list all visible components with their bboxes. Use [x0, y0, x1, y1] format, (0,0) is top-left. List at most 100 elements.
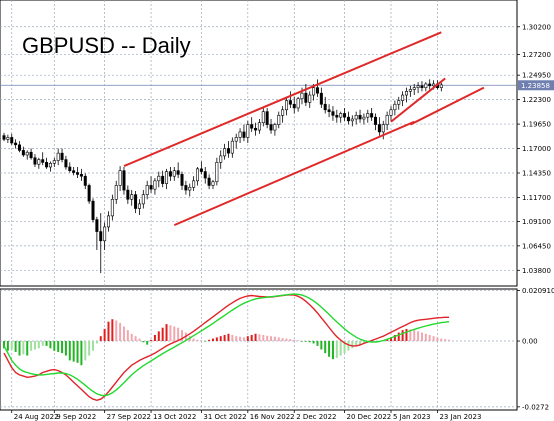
- bullish-candle-body: [114, 185, 118, 200]
- macd-histogram-bar: [231, 334, 234, 342]
- bullish-candle-body: [424, 83, 428, 88]
- price-tick-label: 1.11700: [522, 194, 551, 202]
- candle: [265, 107, 269, 129]
- macd-histogram-bar: [258, 334, 261, 342]
- macd-histogram-bar: [88, 341, 91, 356]
- candle: [137, 199, 141, 215]
- macd-histogram-bar: [37, 341, 40, 349]
- macd-histogram-bar: [41, 341, 44, 346]
- macd-histogram-bar: [413, 330, 416, 342]
- bullish-candle-body: [277, 115, 281, 125]
- bullish-candle-body: [300, 92, 304, 100]
- macd-histogram-bar: [10, 341, 13, 350]
- bearish-candle-body: [250, 124, 254, 129]
- candle: [52, 157, 56, 167]
- candle: [99, 213, 103, 274]
- bullish-candle-body: [188, 186, 192, 191]
- candle: [165, 168, 169, 190]
- macd-histogram-bar: [397, 332, 400, 342]
- candle: [161, 170, 165, 188]
- candle: [211, 179, 215, 190]
- trendline-channel-lower: [173, 120, 415, 227]
- bearish-candle-body: [99, 231, 103, 242]
- bearish-candle-body: [254, 127, 258, 131]
- macd-histogram-bar: [3, 341, 5, 349]
- candle: [285, 96, 289, 116]
- macd-histogram-bar: [223, 334, 226, 342]
- bullish-candle-body: [408, 89, 412, 92]
- macd-histogram-bar: [142, 341, 145, 343]
- bearish-candle-body: [292, 103, 296, 109]
- candle: [103, 222, 107, 251]
- macd-histogram-bar: [343, 341, 346, 354]
- bearish-candle-body: [199, 168, 203, 172]
- macd-histogram-bar: [173, 326, 176, 342]
- bullish-candle-body: [153, 180, 157, 190]
- bullish-candle-body: [230, 140, 234, 154]
- bearish-candle-body: [64, 159, 68, 168]
- bearish-candle-body: [323, 103, 327, 111]
- price-panel: [0, 0, 518, 287]
- macd-histogram-bar: [362, 341, 365, 344]
- bullish-candle-body: [432, 83, 436, 87]
- macd-histogram-bar: [235, 336, 238, 342]
- candle: [41, 152, 45, 166]
- candle: [21, 146, 25, 157]
- candle: [184, 180, 188, 195]
- candle: [180, 171, 184, 191]
- macd-tick-label: 0.00: [522, 338, 538, 346]
- macd-histogram-bar: [390, 337, 392, 342]
- candle: [45, 157, 49, 169]
- bullish-candle-body: [130, 194, 134, 200]
- candle: [269, 119, 273, 134]
- bearish-candle-body: [168, 171, 172, 177]
- macd-histogram-bar: [196, 339, 199, 342]
- bearish-candle-body: [343, 113, 347, 118]
- date-tick-label: 9 Sep 2022: [56, 413, 96, 421]
- bearish-candle-body: [265, 111, 269, 125]
- candle: [358, 109, 362, 123]
- candle: [304, 83, 308, 107]
- candle: [389, 106, 393, 121]
- bullish-candle-body: [165, 171, 169, 184]
- candle: [230, 137, 234, 158]
- candle: [377, 117, 381, 136]
- candle: [192, 176, 196, 191]
- candle: [397, 96, 401, 110]
- macd-histogram-bar: [277, 337, 280, 342]
- macd-histogram-bar: [440, 338, 443, 342]
- bullish-candle-body: [354, 115, 358, 120]
- macd-histogram-bar: [339, 341, 342, 356]
- trendline-wedge-lower: [409, 86, 485, 126]
- macd-histogram-bar: [250, 334, 253, 342]
- candle: [331, 106, 335, 121]
- candle: [122, 166, 126, 195]
- macd-histogram-bar: [308, 341, 311, 343]
- candle: [416, 82, 420, 94]
- macd-histogram-bar: [355, 341, 358, 346]
- macd-histogram-bar: [293, 339, 296, 342]
- macd-histogram-bar: [161, 327, 164, 342]
- macd-histogram-bar: [432, 336, 435, 342]
- candle: [91, 198, 95, 223]
- bearish-candle-body: [126, 189, 130, 200]
- candle: [335, 109, 339, 123]
- bullish-candle-body: [37, 159, 41, 165]
- macd-histogram-bar: [448, 339, 451, 342]
- macd-histogram-bar: [115, 320, 118, 342]
- macd-histogram-bar: [211, 338, 214, 342]
- candle: [83, 173, 87, 190]
- bearish-candle-body: [161, 175, 165, 184]
- macd-histogram-bar: [64, 341, 67, 356]
- macd-histogram-bar: [254, 333, 257, 342]
- bearish-candle-body: [41, 159, 45, 163]
- macd-histogram-bar: [328, 341, 331, 357]
- macd-histogram-bar: [45, 341, 48, 346]
- bearish-candle-body: [242, 131, 246, 138]
- macd-histogram-bar: [242, 337, 245, 342]
- bearish-candle-body: [10, 137, 14, 144]
- macd-histogram-bar: [72, 341, 75, 362]
- price-tick-label: 1.14350: [522, 169, 551, 177]
- macd-histogram-bar: [204, 341, 207, 342]
- bearish-candle-body: [226, 148, 230, 154]
